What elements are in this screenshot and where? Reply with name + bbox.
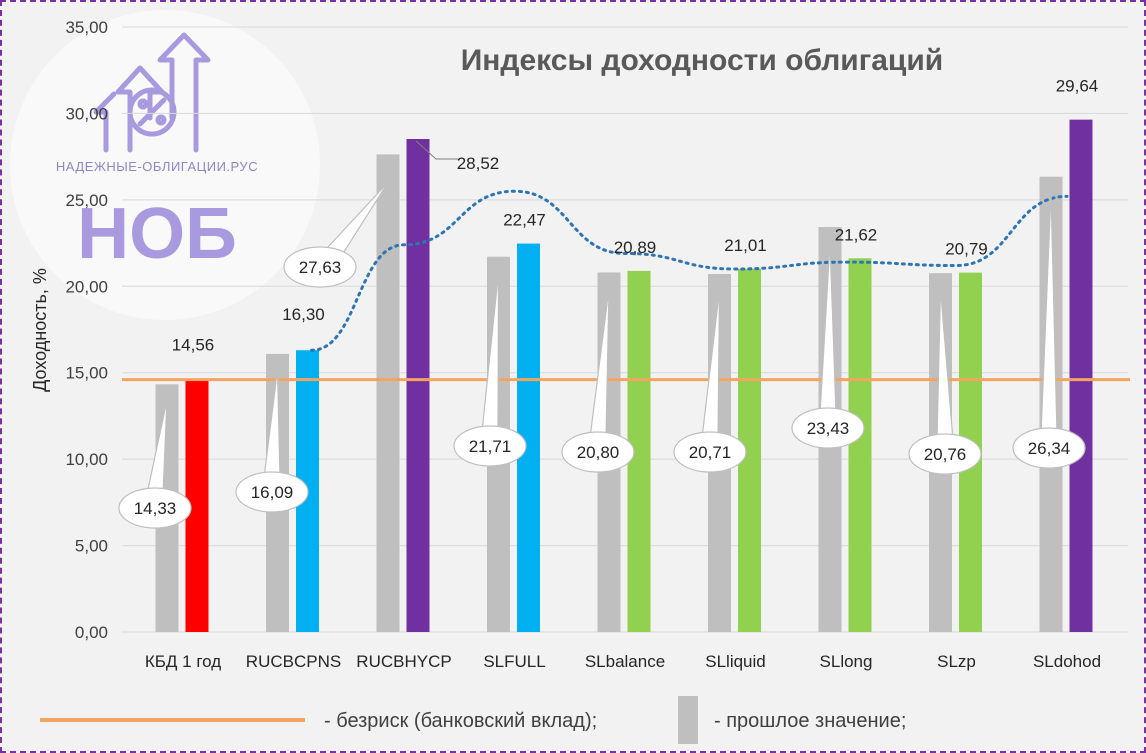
data-label-previous: 27,63 <box>299 258 342 277</box>
y-axis-ticks: 0,00 5,00 10,00 15,00 20,00 25,00 30,00 35,00 <box>65 18 108 642</box>
x-category-label: SLdohod <box>1033 652 1101 671</box>
legend: - безриск (банковский вклад); - прошлое … <box>40 696 906 744</box>
y-tick-label: 25,00 <box>65 191 108 210</box>
bar-current <box>627 270 651 632</box>
y-tick-label: 10,00 <box>65 450 108 469</box>
y-tick-label: 15,00 <box>65 364 108 383</box>
bar-current <box>1069 119 1093 632</box>
logo-big-text: НОБ <box>77 194 237 274</box>
data-labels: 14,56 16,30 28,52 22,47 20,89 21,01 21,62 20,79… <box>118 77 1099 529</box>
legend-riskfree-text: - безриск (банковский вклад); <box>324 710 597 732</box>
data-label-current: 21,62 <box>835 225 878 244</box>
data-label-current: 20,89 <box>614 238 657 257</box>
y-tick-label: 35,00 <box>65 18 108 37</box>
data-label-previous: 26,34 <box>1028 439 1071 458</box>
data-label-current: 14,56 <box>172 335 215 354</box>
watermark-logo: НАДЕЖНЫЕ-ОБЛИГАЦИИ.РУС НОБ <box>10 10 320 320</box>
data-label-current: 22,47 <box>503 211 546 230</box>
data-label-previous: 20,76 <box>924 445 967 464</box>
callout-bubble <box>283 246 357 288</box>
x-category-label: SLlong <box>820 652 873 671</box>
bar-current <box>848 258 872 632</box>
data-label-current: 20,79 <box>945 240 988 259</box>
data-label-previous: 20,71 <box>689 443 732 462</box>
x-category-label: КБД 1 год <box>145 652 221 671</box>
y-tick-label: 0,00 <box>75 623 108 642</box>
bar-previous <box>376 154 400 632</box>
callout-bubble <box>673 431 747 473</box>
callout-bubble <box>908 433 982 475</box>
x-category-label: SLzp <box>937 652 976 671</box>
legend-previous-swatch <box>678 696 698 744</box>
callout-bubble <box>1012 427 1086 469</box>
x-category-label: RUCBCPNS <box>246 652 341 671</box>
data-label-current: 21,01 <box>724 236 767 255</box>
data-label-previous: 21,71 <box>469 437 512 456</box>
x-axis-categories: КБД 1 год RUCBCPNS RUCBHYCP SLFULL SLbalance… <box>145 652 1101 671</box>
data-label-current: 29,64 <box>1056 77 1099 96</box>
bar-current <box>185 380 209 632</box>
x-category-label: RUCBHYCP <box>356 652 451 671</box>
x-category-label: SLliquid <box>705 652 766 671</box>
x-category-label: SLFULL <box>483 652 545 671</box>
data-label-previous: 23,43 <box>807 419 850 438</box>
callout-bubble <box>561 431 635 473</box>
callout-bubble <box>453 425 527 467</box>
chart-title: Индексы доходности облигаций <box>461 44 944 77</box>
data-label-current: 16,30 <box>282 305 325 324</box>
data-label-previous: 16,09 <box>251 483 294 502</box>
y-tick-label: 30,00 <box>65 104 108 123</box>
legend-previous-text: - прошлое значение; <box>714 710 906 732</box>
x-category-label: SLbalance <box>585 652 665 671</box>
leader-line <box>415 140 458 160</box>
callout-bubble <box>118 487 192 529</box>
y-tick-label: 5,00 <box>75 537 108 556</box>
logo-site-text: НАДЕЖНЫЕ-ОБЛИГАЦИИ.РУС <box>56 159 258 174</box>
data-label-previous: 20,80 <box>577 443 620 462</box>
bar-current <box>738 268 761 632</box>
data-label-current: 28,52 <box>457 154 500 173</box>
callout-bubble <box>791 407 865 449</box>
bar-current <box>517 243 540 632</box>
trend-line <box>310 189 1069 352</box>
bar-current <box>406 139 430 633</box>
logo-percent-arrow-icon <box>93 32 211 153</box>
y-tick-label: 20,00 <box>65 277 108 296</box>
callout-bubble <box>235 471 309 513</box>
reference-lines <box>122 189 1130 382</box>
logo-background <box>10 10 320 320</box>
y-axis-label: Доходность, % <box>30 268 50 392</box>
data-label-previous: 14,33 <box>134 499 177 518</box>
